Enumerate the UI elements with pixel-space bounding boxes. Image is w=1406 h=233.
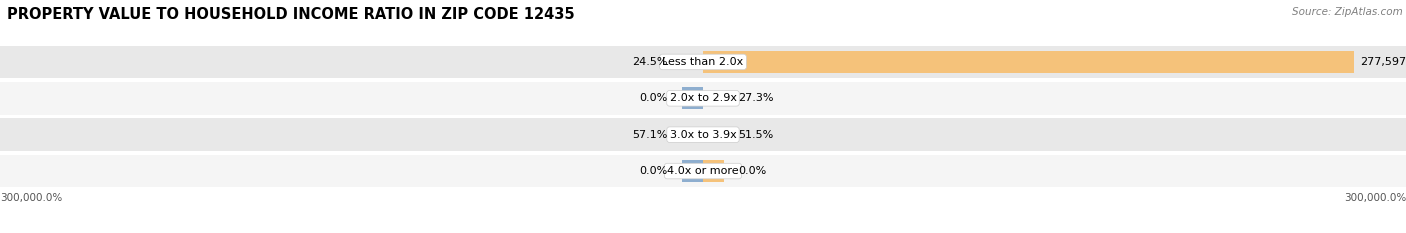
Text: 300,000.0%: 300,000.0% bbox=[1344, 193, 1406, 203]
Bar bbox=[703, 160, 724, 182]
Text: 3.0x to 3.9x: 3.0x to 3.9x bbox=[669, 130, 737, 140]
Bar bbox=[0, 155, 1406, 187]
Text: 0.0%: 0.0% bbox=[640, 93, 668, 103]
Text: 27.3%: 27.3% bbox=[738, 93, 773, 103]
Text: PROPERTY VALUE TO HOUSEHOLD INCOME RATIO IN ZIP CODE 12435: PROPERTY VALUE TO HOUSEHOLD INCOME RATIO… bbox=[7, 7, 575, 22]
Text: 51.5%: 51.5% bbox=[738, 130, 773, 140]
Bar bbox=[703, 51, 1354, 73]
Text: 2.0x to 2.9x: 2.0x to 2.9x bbox=[669, 93, 737, 103]
Text: Less than 2.0x: Less than 2.0x bbox=[662, 57, 744, 67]
Bar bbox=[0, 82, 1406, 115]
Bar bbox=[682, 87, 703, 109]
Text: 0.0%: 0.0% bbox=[738, 166, 766, 176]
Bar bbox=[682, 160, 703, 182]
Text: 57.1%: 57.1% bbox=[633, 130, 668, 140]
Bar bbox=[0, 46, 1406, 78]
Text: 300,000.0%: 300,000.0% bbox=[0, 193, 62, 203]
Text: Source: ZipAtlas.com: Source: ZipAtlas.com bbox=[1292, 7, 1403, 17]
Text: 4.0x or more: 4.0x or more bbox=[668, 166, 738, 176]
Bar bbox=[0, 118, 1406, 151]
Text: 277,597.0%: 277,597.0% bbox=[1361, 57, 1406, 67]
Text: 0.0%: 0.0% bbox=[640, 166, 668, 176]
Text: 24.5%: 24.5% bbox=[633, 57, 668, 67]
